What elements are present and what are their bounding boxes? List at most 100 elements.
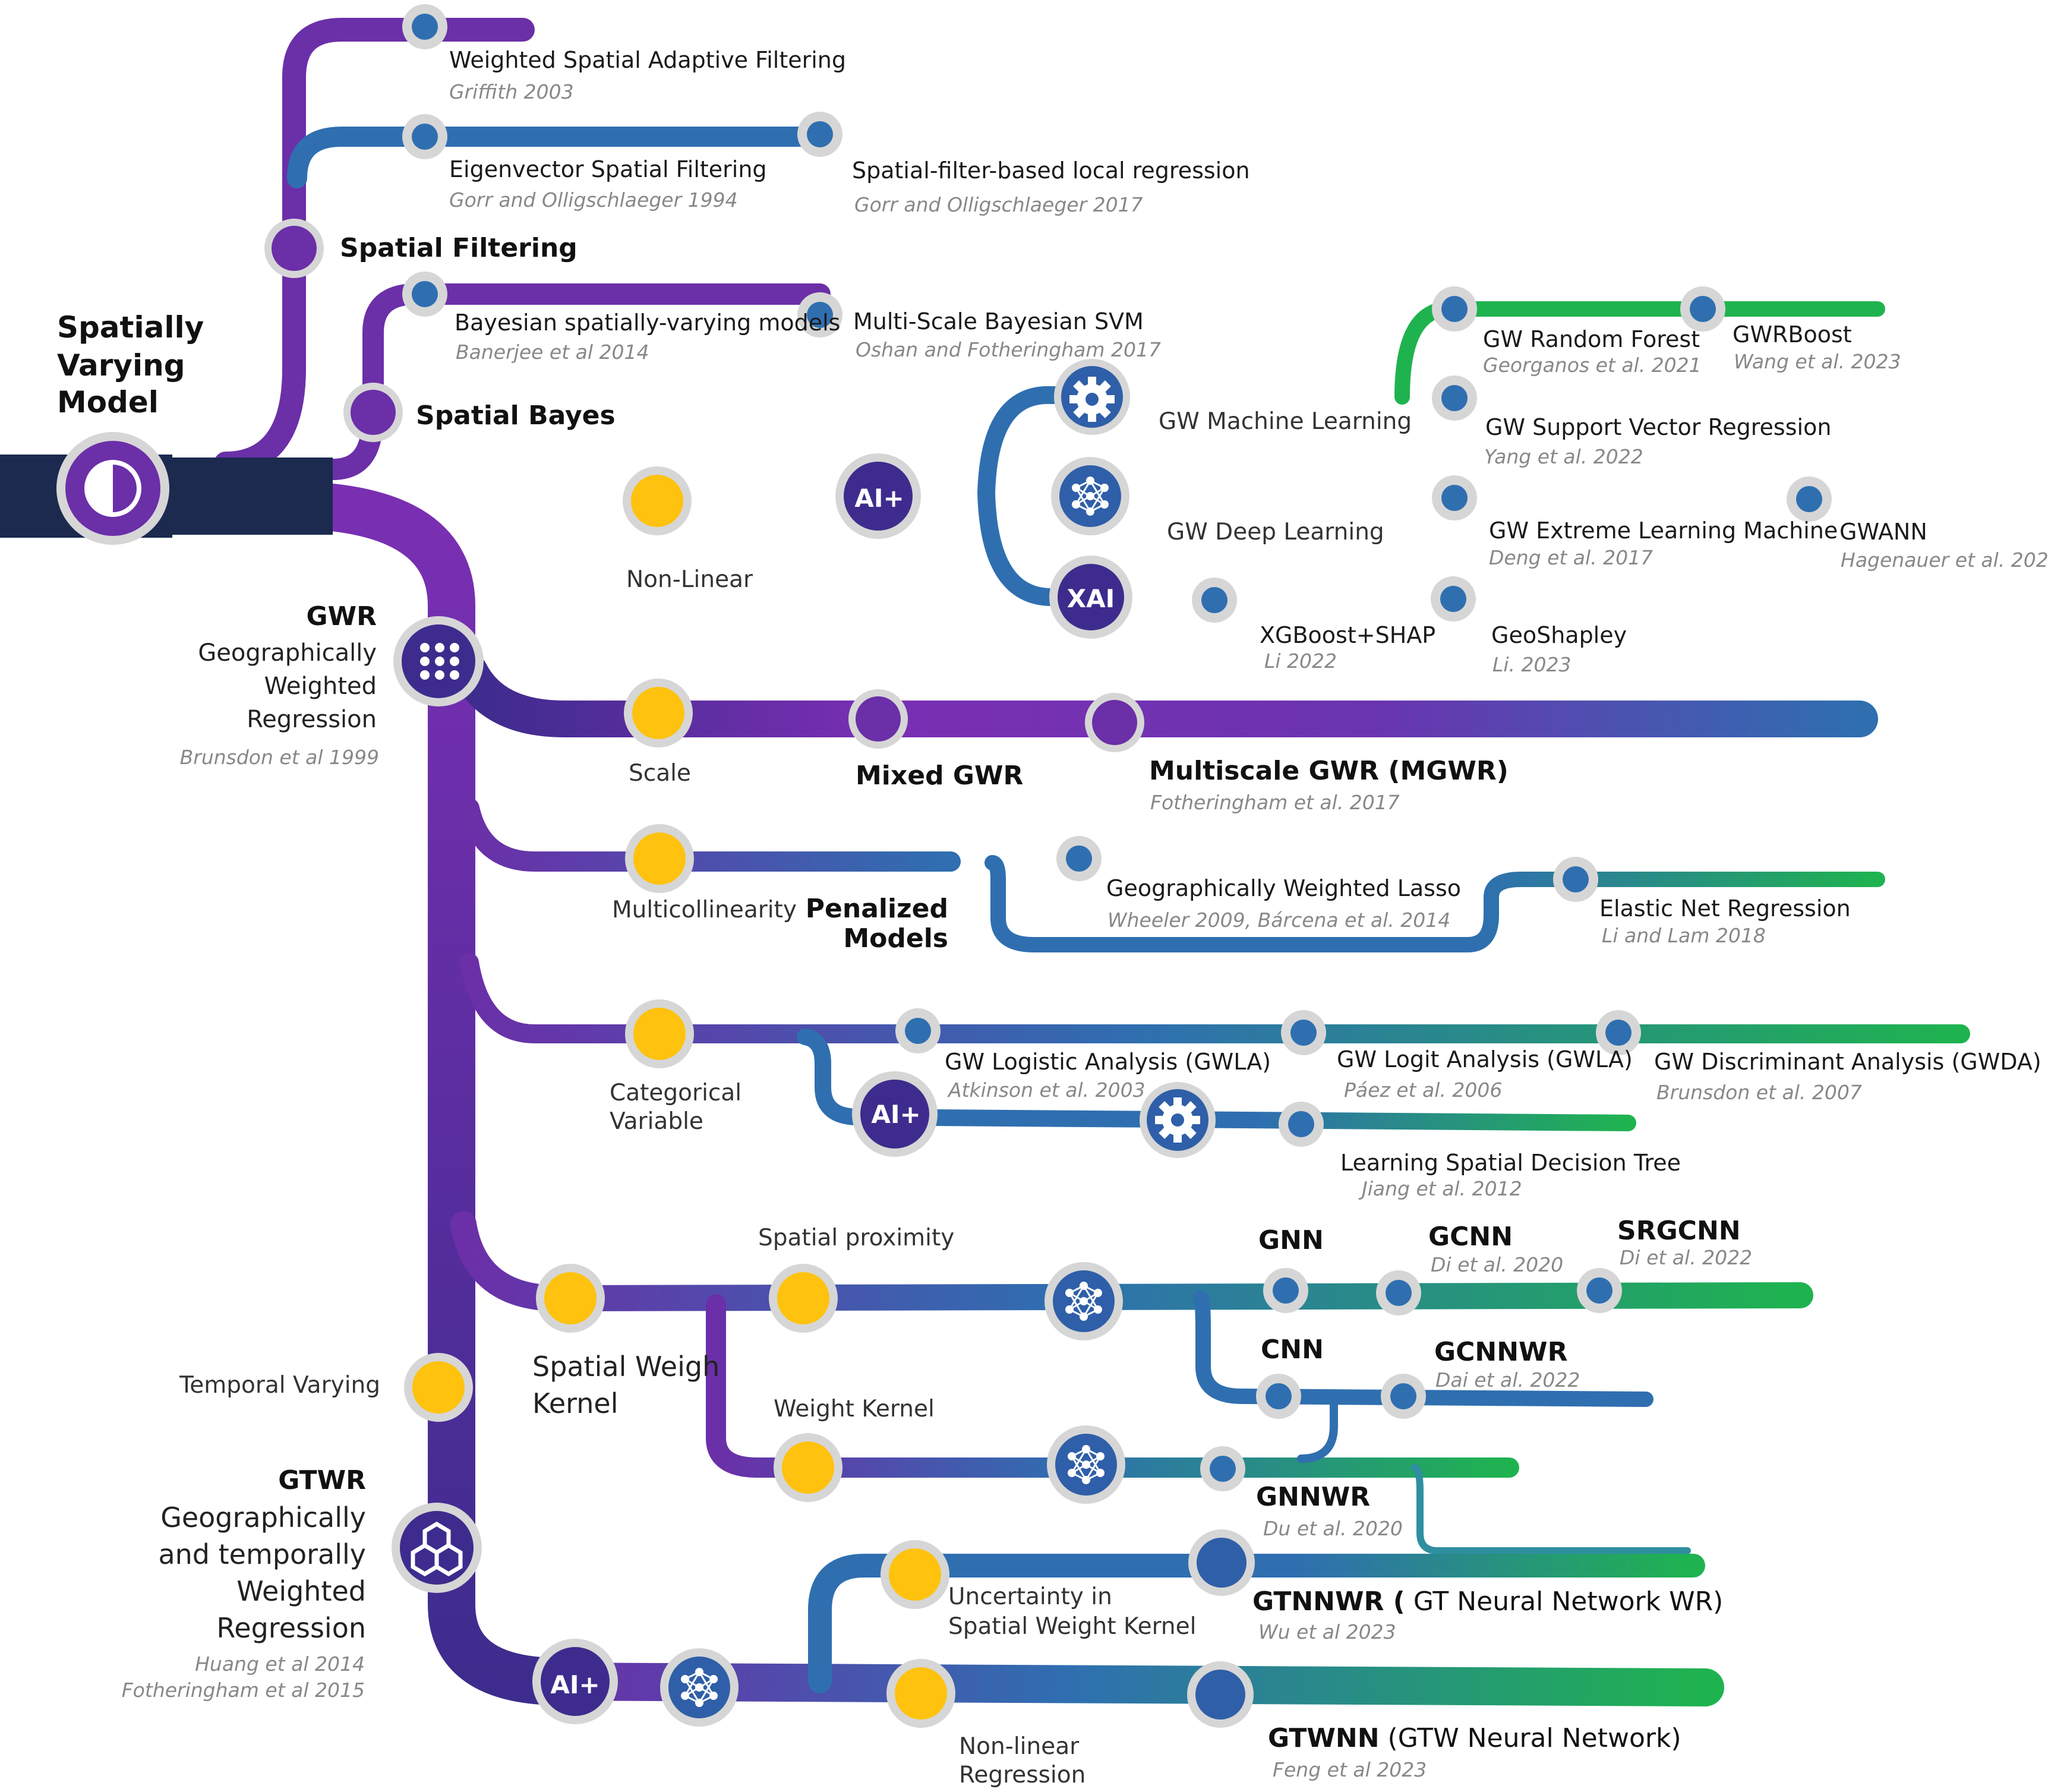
item-cite: Hagenauer et al. 2022	[1841, 548, 2048, 572]
gear-icon	[1155, 1097, 1200, 1143]
branch-node	[402, 272, 447, 317]
item-name: GW Random Forest	[1483, 326, 1700, 352]
branch-node	[1279, 1102, 1324, 1147]
item-cite: Yang et al. 2022	[1484, 445, 1643, 468]
gcnnwr-label: GCNNWR	[1434, 1337, 1567, 1367]
cnn-label: CNN	[1261, 1334, 1324, 1365]
item-cite: Deng et al. 2017	[1489, 546, 1653, 569]
spatial-filtering-title: Spatial Filtering	[340, 233, 578, 263]
gtwr-cite: Fotheringham et al 2015	[122, 1679, 365, 1702]
concept-node	[624, 679, 693, 747]
node-markers	[264, 4, 1832, 1728]
item-name: GeoShapley	[1491, 622, 1627, 648]
categorical-label: Categorical	[610, 1080, 741, 1106]
mgwr-label: Multiscale GWR (MGWR)	[1149, 756, 1509, 786]
uncertainty-label: Spatial Weight Kernel	[948, 1613, 1196, 1640]
gtwr-line: Weighted	[236, 1575, 366, 1607]
item-cite: Li. 2023	[1492, 653, 1571, 676]
branch-node	[895, 1008, 941, 1053]
item-cite: Oshan and Fotheringham 2017	[856, 338, 1161, 361]
item-name: XGBoost+SHAP	[1260, 622, 1435, 648]
gtnnwr-cite: Wu et al 2023	[1258, 1620, 1396, 1643]
gtnnwr-bold: GTNNWR (	[1252, 1586, 1405, 1617]
concept-node	[774, 1433, 842, 1502]
gw-machine-learning-label: GW Machine Learning	[1159, 408, 1412, 435]
penalized-models-line: Penalized	[806, 894, 948, 924]
ai-plus-node	[852, 1071, 938, 1157]
gtwnn-rest: (GTW Neural Network)	[1380, 1723, 1681, 1753]
kernel-label: Spatial Weigh	[532, 1351, 720, 1383]
concept-node	[625, 824, 694, 893]
gcnn-label: GCNN	[1428, 1222, 1513, 1252]
branch-node	[1263, 1268, 1308, 1313]
gtwnn-cite: Feng et al 2023	[1273, 1758, 1427, 1781]
item-cite: Páez et al. 2006	[1344, 1078, 1502, 1102]
item-cite: Griffith 2003	[449, 80, 574, 103]
branch-node	[1256, 1374, 1301, 1419]
gwr-cite: Brunsdon et al 1999	[180, 746, 379, 769]
model-node	[1187, 1661, 1254, 1728]
item-cite: Banerjee et al 2014	[456, 340, 649, 364]
ai-plus-node	[532, 1639, 618, 1724]
gtwr-line: Geographically	[160, 1501, 366, 1534]
gcnn-cite: Di et al. 2020	[1431, 1253, 1563, 1276]
gtwr-cite: Huang et al 2014	[195, 1652, 365, 1676]
concept-node	[769, 1264, 838, 1333]
nonlinear-regression-label: Regression	[959, 1762, 1085, 1788]
root-title-line: Varying	[57, 348, 185, 383]
item-name: Multi-Scale Bayesian SVM	[853, 308, 1144, 335]
diagram-labels: Spatially Varying Model Spatial Filterin…	[57, 47, 2048, 1788]
item-name: GWRBoost	[1733, 321, 1852, 348]
item-cite: Wang et al. 2023	[1734, 350, 1901, 373]
gtnnwr-label: GTNNWR ( GT Neural Network WR)	[1252, 1586, 1723, 1617]
temporal-varying-label: Temporal Varying	[179, 1372, 380, 1399]
diagram-nodes	[56, 432, 169, 545]
gnnwr-label: GNNWR	[1256, 1482, 1370, 1512]
concept-node	[625, 999, 694, 1068]
item-name: GW Discriminant Analysis (GWDA)	[1654, 1049, 2041, 1075]
hexagon-network-icon	[411, 1521, 463, 1577]
branch-node	[1281, 1010, 1326, 1055]
gw-deep-learning-label: GW Deep Learning	[1167, 519, 1384, 545]
model-node	[1188, 1529, 1255, 1596]
branch-node	[402, 4, 447, 49]
penalized-models-line: Models	[843, 923, 948, 954]
gtwnn-bold: GTWNN	[1268, 1723, 1380, 1753]
neural-network-icon	[1065, 1282, 1102, 1321]
root-title-line: Model	[57, 385, 159, 419]
categorical-label: Variable	[610, 1108, 703, 1135]
gtwr-node	[392, 1503, 482, 1593]
item-name: GW Extreme Learning Machine	[1489, 518, 1838, 544]
item-cite: Jiang et al. 2012	[1358, 1177, 1522, 1200]
item-name: GW Logit Analysis (GWLA)	[1337, 1046, 1633, 1072]
non-linear-label: Non-Linear	[626, 566, 753, 593]
gwr-line: Geographically	[198, 639, 377, 667]
connector-lines	[0, 18, 2048, 1706]
item-name: GW Logistic Analysis (GWLA)	[945, 1049, 1271, 1075]
neural-network-icon	[681, 1668, 718, 1707]
item-cite: Brunsdon et al. 2007	[1656, 1081, 1862, 1104]
gwr-line: Regression	[247, 706, 377, 733]
item-name: Eigenvector Spatial Filtering	[449, 156, 767, 182]
ai-plus-label: AI+	[550, 1670, 599, 1699]
spatial-proximity-label: Spatial proximity	[758, 1225, 954, 1251]
category-node	[343, 383, 403, 442]
gtnnwr-rest: GT Neural Network WR)	[1405, 1586, 1723, 1617]
branch-node	[1376, 1270, 1421, 1315]
gwr-abbr: GWR	[306, 601, 377, 632]
branch-node	[1432, 286, 1477, 332]
branch-node	[1056, 836, 1102, 881]
branch-node	[1680, 286, 1725, 332]
gnnwr-cite: Du et al. 2020	[1263, 1517, 1403, 1540]
item-name: GW Support Vector Regression	[1485, 414, 1831, 440]
item-name: Geographically Weighted Lasso	[1106, 875, 1461, 901]
gcnnwr-cite: Dai et al. 2022	[1435, 1368, 1580, 1392]
icon-layer	[411, 377, 1200, 1577]
branch-node	[1787, 477, 1832, 522]
concept-node	[623, 466, 692, 535]
gnn-label: GNN	[1258, 1225, 1324, 1255]
branch-node	[1432, 475, 1477, 520]
branch-node	[1381, 1374, 1426, 1419]
gear-icon	[1069, 377, 1115, 422]
